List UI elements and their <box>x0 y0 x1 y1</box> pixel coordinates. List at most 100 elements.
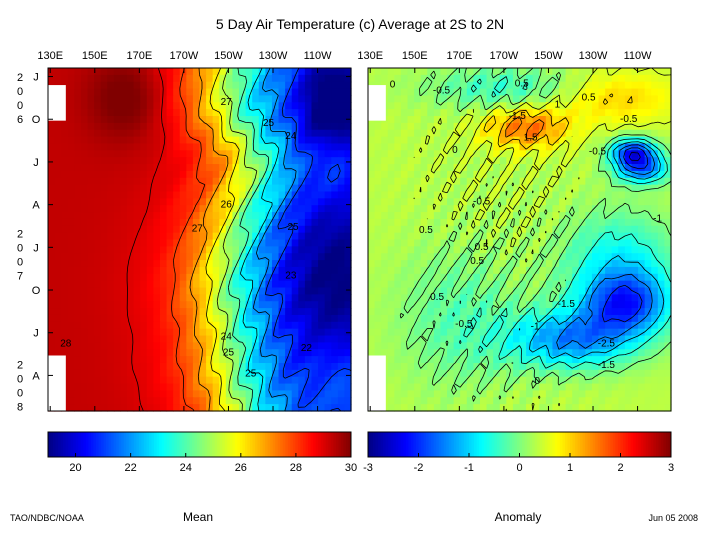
heatmap-cell <box>304 136 313 145</box>
year-label-digit: 2 <box>17 72 23 84</box>
heatmap-cell <box>519 102 527 110</box>
heatmap-cell <box>113 280 122 289</box>
heatmap-cell <box>291 95 299 103</box>
year-label-digit: 6 <box>17 114 23 126</box>
heatmap-cell <box>512 205 521 213</box>
heatmap-cell <box>74 239 82 247</box>
heatmap-cell <box>374 321 382 330</box>
heatmap-cell <box>245 349 253 357</box>
heatmap-cell <box>219 328 227 337</box>
heatmap-cell <box>337 129 346 138</box>
heatmap-cell <box>245 362 253 371</box>
colorbar-swatch <box>448 432 452 457</box>
heatmap-cell <box>271 294 280 302</box>
heatmap-cell <box>499 404 507 412</box>
heatmap-cell <box>552 404 560 412</box>
colorbar-swatch <box>405 432 409 457</box>
heatmap-cell <box>486 342 494 350</box>
heatmap-cell <box>245 280 253 289</box>
heatmap-cell <box>618 314 626 323</box>
heatmap-cell <box>631 246 639 254</box>
heatmap-cell <box>298 88 306 97</box>
heatmap-cell <box>331 335 339 343</box>
heatmap-cell <box>146 294 154 302</box>
heatmap-cell <box>127 74 135 83</box>
heatmap-cell <box>585 369 593 378</box>
colorbar-swatch <box>300 432 304 457</box>
heatmap-cell <box>519 136 527 145</box>
heatmap-cell <box>532 239 540 247</box>
heatmap-cell <box>153 122 161 131</box>
heatmap-cell <box>219 266 227 275</box>
heatmap-cell <box>631 74 639 83</box>
heatmap-cell <box>565 212 573 220</box>
heatmap-cell <box>552 88 560 97</box>
heatmap-cell <box>271 88 280 97</box>
heatmap-cell <box>133 109 141 117</box>
heatmap-cell <box>585 253 593 261</box>
heatmap-cell <box>120 232 128 241</box>
heatmap-cell <box>94 205 102 213</box>
heatmap-cell <box>278 239 286 247</box>
heatmap-cell <box>232 157 240 165</box>
heatmap-cell <box>572 397 580 405</box>
contour-label: 24 <box>221 332 233 343</box>
heatmap-cell <box>173 369 181 378</box>
heatmap-cell <box>146 164 154 172</box>
heatmap-cell <box>657 376 666 385</box>
heatmap-cell <box>107 342 115 350</box>
colorbar-swatch <box>461 432 465 457</box>
heatmap-cell <box>447 170 455 179</box>
heatmap-cell <box>572 308 580 316</box>
heatmap-cell <box>447 143 455 151</box>
heatmap-cell <box>173 376 181 385</box>
heatmap-cell <box>605 287 613 295</box>
heatmap-cell <box>631 157 639 165</box>
heatmap-cell <box>440 164 448 172</box>
heatmap-cell <box>420 81 428 90</box>
heatmap-cell <box>486 150 494 158</box>
heatmap-cell <box>212 280 220 289</box>
heatmap-cell <box>400 404 409 412</box>
heatmap-cell <box>331 301 339 309</box>
heatmap-cell <box>166 109 174 117</box>
heatmap-cell <box>387 273 395 282</box>
heatmap-cell <box>460 328 468 337</box>
heatmap-cell <box>271 376 280 385</box>
heatmap-cell <box>120 74 128 83</box>
heatmap-cell <box>585 136 593 145</box>
heatmap-cell <box>624 294 633 302</box>
heatmap-cell <box>113 328 122 337</box>
heatmap-cell <box>407 376 415 385</box>
heatmap-cell <box>519 74 527 83</box>
heatmap-cell <box>407 95 415 103</box>
heatmap-cell <box>460 129 468 138</box>
heatmap-cell <box>591 81 600 90</box>
colorbar-swatch <box>60 432 64 457</box>
heatmap-cell <box>486 136 494 145</box>
heatmap-cell <box>565 253 573 261</box>
heatmap-cell <box>304 157 313 165</box>
heatmap-cell <box>298 170 306 179</box>
heatmap-cell <box>324 246 332 254</box>
missing-data-block <box>48 355 66 411</box>
year-label-digit: 0 <box>17 256 23 268</box>
heatmap-cell <box>252 116 260 124</box>
heatmap-cell <box>48 321 56 330</box>
heatmap-cell <box>420 177 428 186</box>
heatmap-cell <box>578 321 586 330</box>
heatmap-cell <box>618 191 626 199</box>
heatmap-cell <box>113 184 122 193</box>
heatmap-cell <box>368 239 376 247</box>
heatmap-cell <box>572 335 580 343</box>
heatmap-cell <box>374 280 382 289</box>
heatmap-cell <box>414 95 422 103</box>
heatmap-cell <box>526 335 534 343</box>
heatmap-cell <box>427 308 435 316</box>
heatmap-cell <box>74 68 82 76</box>
heatmap-cell <box>54 314 62 323</box>
heatmap-cell <box>565 74 573 83</box>
heatmap-cell <box>381 225 389 234</box>
heatmap-cell <box>611 314 619 323</box>
heatmap-cell <box>447 294 455 302</box>
